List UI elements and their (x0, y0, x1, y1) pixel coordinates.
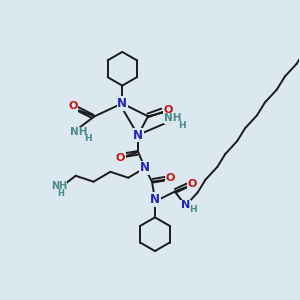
Text: NH: NH (70, 127, 87, 137)
Text: O: O (68, 101, 77, 111)
Text: N: N (150, 193, 160, 206)
Text: H: H (178, 121, 185, 130)
Text: NH: NH (51, 181, 67, 191)
Text: H: H (189, 205, 196, 214)
Text: O: O (165, 173, 175, 183)
Text: N: N (133, 129, 143, 142)
Text: NH: NH (164, 113, 182, 123)
Text: O: O (188, 179, 197, 189)
Text: N: N (140, 161, 150, 174)
Text: O: O (116, 153, 125, 163)
Text: H: H (84, 134, 92, 142)
Text: N: N (117, 97, 127, 110)
Text: H: H (57, 189, 64, 198)
Text: O: O (163, 105, 172, 116)
Text: N: N (181, 200, 190, 211)
